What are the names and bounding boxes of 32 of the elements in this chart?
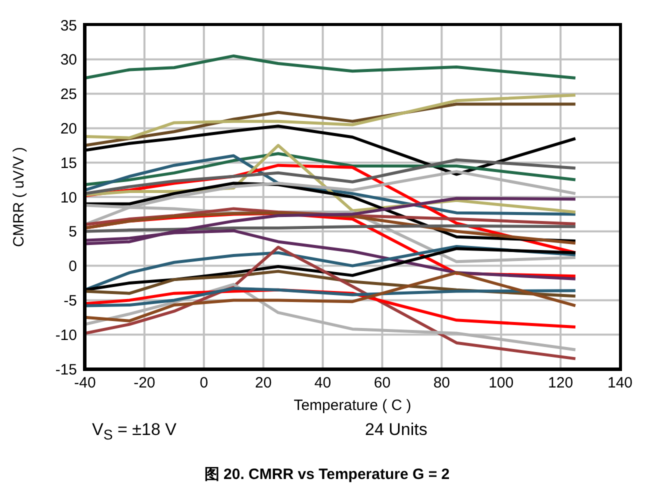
x-tick-label: 40 <box>314 374 332 392</box>
y-axis-title: CMRR ( uV/V ) <box>10 146 28 248</box>
y-tick-label: 30 <box>60 52 77 69</box>
line-series <box>85 94 577 140</box>
y-tick-label: 0 <box>68 258 77 276</box>
text: 图 20. CMRR vs Temperature G = 2 <box>203 465 451 484</box>
x-tick-label: 140 <box>607 374 633 392</box>
y-tick-label: 20 <box>60 120 77 138</box>
line-series <box>85 271 577 322</box>
x-tick-label: 100 <box>488 374 514 392</box>
x-tick-label: 20 <box>254 374 272 392</box>
line-series <box>85 287 577 308</box>
y-tick-label: 25 <box>60 86 77 104</box>
x-tick-label: -20 <box>134 374 156 392</box>
x-tick-label: 120 <box>548 374 574 392</box>
y-tick-label: -15 <box>55 361 77 378</box>
y-tick-label: -5 <box>64 292 77 310</box>
text: 24 Units <box>365 420 428 440</box>
y-tick-label: 15 <box>60 154 77 172</box>
line-series <box>85 158 577 196</box>
x-tick-label: 60 <box>374 374 391 392</box>
y-tick-label: 5 <box>68 224 77 241</box>
x-tick-label: -40 <box>74 374 96 392</box>
y-tick-label: 35 <box>60 17 77 34</box>
line-series <box>85 152 577 186</box>
x-tick-label: 80 <box>433 374 450 392</box>
y-tick-label: -10 <box>55 326 77 344</box>
line-series <box>85 54 577 80</box>
x-tick-label: 0 <box>200 374 208 392</box>
text: V$_{S}$ = ±18 V <box>92 420 176 444</box>
y-tick-label: 10 <box>60 189 77 206</box>
x-axis-title: Temperature ( C ) <box>294 397 412 414</box>
